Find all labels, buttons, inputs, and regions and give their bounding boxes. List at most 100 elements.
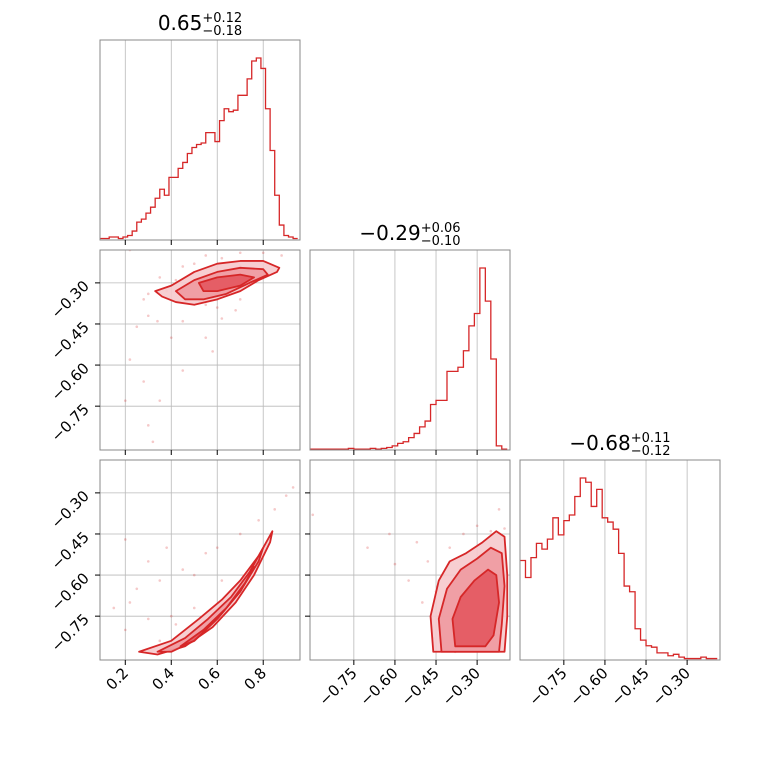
sample-point xyxy=(174,623,178,626)
sample-point xyxy=(220,579,224,582)
sample-point xyxy=(181,369,185,372)
sample-point xyxy=(123,628,127,632)
density-layer xyxy=(112,486,295,656)
param-plus-err: +0.11 xyxy=(631,431,671,446)
sample-point xyxy=(135,587,139,591)
sample-point xyxy=(215,546,219,549)
y-tick-label: −0.45 xyxy=(48,528,93,573)
sample-point xyxy=(291,486,295,489)
histogram-step-line xyxy=(310,267,508,450)
sample-point xyxy=(112,606,116,610)
sample-point xyxy=(407,579,410,582)
sample-point xyxy=(311,513,315,517)
x-tick-label: −0.30 xyxy=(439,664,484,709)
sample-point xyxy=(174,278,178,282)
sample-point xyxy=(146,314,150,318)
param-title-2: −0.29+0.06 xyxy=(359,221,460,245)
sample-point xyxy=(426,560,430,563)
scatter-panel-1-3: 0.2 0.4 0.6 0.8 −0.75−0.60−0.45−0.30 xyxy=(48,459,301,694)
panel-background xyxy=(520,460,720,660)
sample-point xyxy=(181,568,185,571)
sample-point xyxy=(169,614,173,618)
sample-point xyxy=(146,424,150,427)
x-tick-label: 0.4 xyxy=(148,664,178,694)
sample-point xyxy=(128,601,132,604)
sample-point xyxy=(146,292,150,296)
param-minus-err: −0.10 xyxy=(421,234,461,249)
sample-point xyxy=(489,529,493,533)
sample-point xyxy=(158,276,162,279)
scatter-panel-1-2: −0.75−0.60−0.45−0.30 xyxy=(48,249,301,455)
sample-point xyxy=(280,254,283,257)
sample-point xyxy=(135,325,139,329)
sample-point xyxy=(204,303,208,307)
y-tick-label: −0.30 xyxy=(48,277,93,322)
x-tick-label: −0.60 xyxy=(357,664,402,709)
sample-point xyxy=(192,573,196,577)
histogram-step-line xyxy=(100,57,298,240)
param-median: 0.65 xyxy=(158,11,203,35)
y-tick-label: −0.30 xyxy=(48,487,93,532)
param-plus-err: +0.06 xyxy=(421,221,461,236)
x-tick-label: 0.2 xyxy=(103,664,133,694)
scatter-panel-2-3: −0.75−0.60−0.45−0.30 xyxy=(305,459,511,709)
contour-inner xyxy=(179,565,255,648)
param-title-1: 0.65+0.12 xyxy=(158,11,242,35)
sample-point xyxy=(273,508,277,511)
panel-background xyxy=(100,40,300,240)
contour-inner xyxy=(197,273,255,293)
x-tick-label: −0.60 xyxy=(567,664,612,709)
sample-point xyxy=(142,380,145,383)
sample-point xyxy=(123,399,127,402)
sample-point xyxy=(158,399,162,402)
panel-background xyxy=(310,250,510,450)
sample-point xyxy=(415,540,419,544)
param-title-3: −0.68+0.11 xyxy=(569,431,670,455)
sample-point xyxy=(204,551,208,555)
sample-point xyxy=(142,298,145,301)
y-tick-label: −0.75 xyxy=(48,610,93,655)
x-tick-label: −0.45 xyxy=(398,664,443,709)
y-tick-label: −0.75 xyxy=(48,400,93,445)
panel-frame xyxy=(99,249,301,451)
sample-point xyxy=(165,546,168,549)
sample-point xyxy=(284,494,288,497)
panel-frame xyxy=(519,459,721,661)
sample-point xyxy=(158,639,162,643)
sample-point xyxy=(234,308,237,312)
y-tick-label: −0.60 xyxy=(48,569,93,614)
x-tick-label: −0.30 xyxy=(649,664,694,709)
sample-point xyxy=(366,546,369,549)
histogram-panel-3: −0.68+0.11−0.12 −0.75−0.60−0.45−0.30 xyxy=(519,431,721,709)
sample-point xyxy=(181,319,185,323)
sample-point xyxy=(238,251,242,255)
sample-point xyxy=(497,508,501,511)
sample-point xyxy=(192,606,196,610)
y-tick-label: −0.45 xyxy=(48,318,93,363)
y-tick-label: −0.60 xyxy=(48,359,93,404)
sample-point xyxy=(146,560,150,563)
sample-point xyxy=(220,256,224,260)
panel-frame xyxy=(309,249,511,451)
density-layer xyxy=(311,508,509,654)
x-tick-label: −0.75 xyxy=(525,664,570,709)
param-median: −0.68 xyxy=(569,431,630,455)
param-median: −0.29 xyxy=(359,221,420,245)
sample-point xyxy=(204,336,208,339)
sample-point xyxy=(128,358,132,361)
histogram-panel-1: 0.65+0.12−0.18 xyxy=(99,11,301,245)
sample-point xyxy=(462,532,465,536)
sample-point xyxy=(475,524,479,528)
sample-point xyxy=(211,350,214,353)
panel-frame xyxy=(99,459,301,661)
sample-point xyxy=(448,546,452,549)
sample-point xyxy=(158,579,162,582)
sample-point xyxy=(156,319,159,323)
sample-point xyxy=(393,562,397,566)
x-tick-label: −0.75 xyxy=(315,664,360,709)
sample-point xyxy=(215,306,219,309)
sample-point xyxy=(388,532,391,536)
x-tick-label: 0.8 xyxy=(240,664,270,694)
sample-point xyxy=(204,254,208,257)
